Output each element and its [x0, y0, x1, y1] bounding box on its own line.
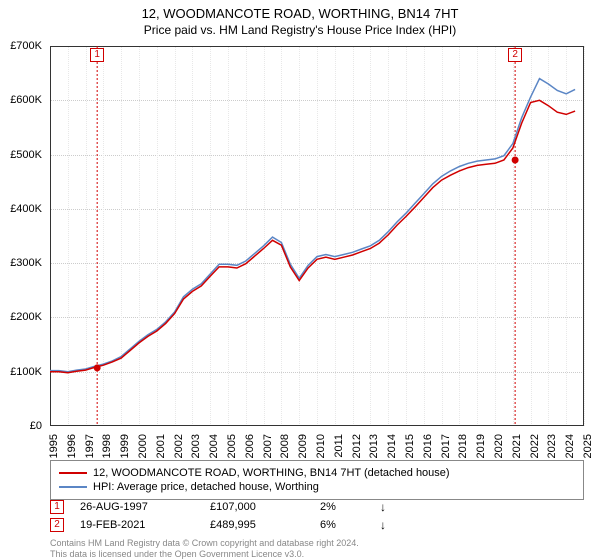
legend-swatch-subject [59, 472, 87, 474]
x-axis-label: 2025 [582, 434, 594, 458]
x-axis-label: 2017 [440, 434, 452, 458]
y-axis-label: £100K [0, 366, 46, 378]
transaction-date-1: 26-AUG-1997 [80, 501, 210, 513]
x-axis-label: 1999 [119, 434, 131, 458]
series-hpi [50, 79, 575, 372]
legend-label-subject: 12, WOODMANCOTE ROAD, WORTHING, BN14 7HT… [93, 467, 450, 479]
x-axis-label: 2001 [155, 434, 167, 458]
x-axis-label: 2006 [244, 434, 256, 458]
y-axis-label: £600K [0, 94, 46, 106]
marker-dot-2 [512, 157, 519, 164]
transaction-pct-2: 6% [320, 519, 380, 531]
x-axis-label: 2013 [368, 434, 380, 458]
transaction-date-2: 19-FEB-2021 [80, 519, 210, 531]
x-axis-label: 2009 [297, 434, 309, 458]
x-axis-label: 2023 [546, 434, 558, 458]
x-axis-label: 2005 [226, 434, 238, 458]
y-axis-label: £200K [0, 311, 46, 323]
x-axis-label: 1998 [101, 434, 113, 458]
x-axis-label: 2015 [404, 434, 416, 458]
x-axis-label: 2018 [457, 434, 469, 458]
x-axis-label: 1995 [48, 434, 60, 458]
title-address: 12, WOODMANCOTE ROAD, WORTHING, BN14 7HT [0, 6, 600, 21]
transaction-price-1: £107,000 [210, 501, 320, 513]
x-axis-label: 2010 [315, 434, 327, 458]
x-axis-label: 1997 [84, 434, 96, 458]
footnote-line2: This data is licensed under the Open Gov… [50, 549, 304, 559]
title-subtitle: Price paid vs. HM Land Registry's House … [0, 23, 600, 37]
x-axis-label: 2024 [564, 434, 576, 458]
y-axis-label: £400K [0, 203, 46, 215]
x-axis-label: 2002 [173, 434, 185, 458]
y-axis-label: £500K [0, 149, 46, 161]
x-axis-label: 2022 [529, 434, 541, 458]
x-axis-label: 2021 [511, 434, 523, 458]
chart-svg [50, 46, 584, 426]
down-arrow-icon: ↓ [380, 518, 394, 532]
x-axis-label: 2016 [422, 434, 434, 458]
legend: 12, WOODMANCOTE ROAD, WORTHING, BN14 7HT… [50, 460, 584, 500]
transaction-row-2: 2 19-FEB-2021 £489,995 6% ↓ [50, 518, 584, 532]
legend-row-hpi: HPI: Average price, detached house, Wort… [59, 481, 575, 493]
marker-label-1: 1 [90, 48, 104, 62]
y-axis-label: £0 [0, 420, 46, 432]
transaction-price-2: £489,995 [210, 519, 320, 531]
x-axis-label: 2008 [279, 434, 291, 458]
transaction-marker-1: 1 [50, 500, 64, 514]
legend-row-subject: 12, WOODMANCOTE ROAD, WORTHING, BN14 7HT… [59, 467, 575, 479]
transaction-row-1: 1 26-AUG-1997 £107,000 2% ↓ [50, 500, 584, 514]
marker-dot-1 [94, 364, 101, 371]
transaction-marker-2: 2 [50, 518, 64, 532]
y-axis-label: £300K [0, 257, 46, 269]
x-axis-label: 2012 [351, 434, 363, 458]
x-axis-label: 2004 [208, 434, 220, 458]
legend-swatch-hpi [59, 486, 87, 488]
x-axis-label: 2020 [493, 434, 505, 458]
footnote-line1: Contains HM Land Registry data © Crown c… [50, 538, 359, 548]
chart-container: 12, WOODMANCOTE ROAD, WORTHING, BN14 7HT… [0, 0, 600, 560]
transaction-pct-1: 2% [320, 501, 380, 513]
x-axis-label: 2000 [137, 434, 149, 458]
down-arrow-icon: ↓ [380, 500, 394, 514]
footnote: Contains HM Land Registry data © Crown c… [50, 538, 584, 560]
series-subject [50, 100, 575, 373]
x-axis-label: 2011 [333, 434, 345, 458]
y-axis-label: £700K [0, 40, 46, 52]
x-axis-label: 2003 [190, 434, 202, 458]
title-block: 12, WOODMANCOTE ROAD, WORTHING, BN14 7HT… [0, 0, 600, 39]
x-axis-label: 1996 [66, 434, 78, 458]
x-axis-label: 2014 [386, 434, 398, 458]
marker-label-2: 2 [508, 48, 522, 62]
x-axis-label: 2019 [475, 434, 487, 458]
legend-label-hpi: HPI: Average price, detached house, Wort… [93, 481, 319, 493]
x-axis-label: 2007 [262, 434, 274, 458]
